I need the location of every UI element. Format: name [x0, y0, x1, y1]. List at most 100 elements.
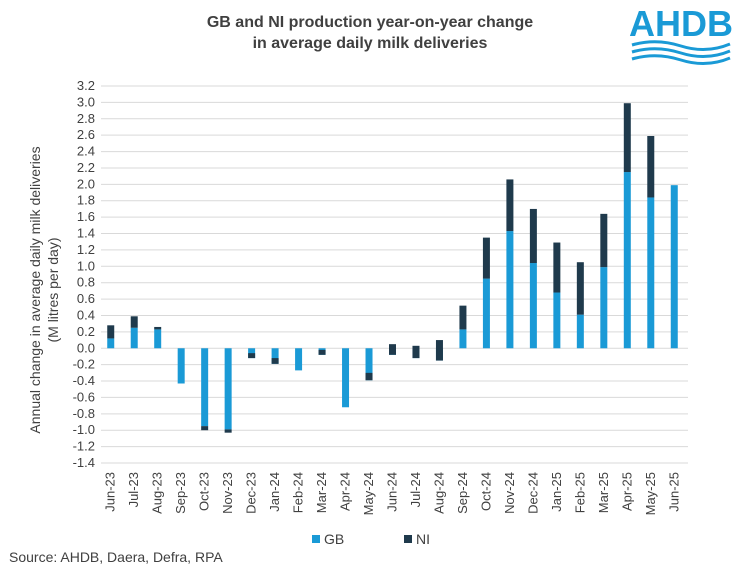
legend-label-gb: GB: [324, 531, 344, 547]
y-tick-label: 0.4: [77, 307, 95, 322]
y-tick-label: 1.0: [77, 258, 95, 273]
x-tick-label: Dec-23: [244, 472, 259, 514]
x-tick-label: Jan-25: [549, 472, 564, 512]
bar-gb: [553, 292, 561, 349]
x-tick-label: May-25: [643, 472, 658, 515]
bar-ni: [318, 349, 326, 355]
bar-ni: [482, 237, 490, 279]
y-tick-label: 3.0: [77, 94, 95, 109]
bar-ni: [506, 179, 514, 232]
y-tick-label: 0.0: [77, 340, 95, 355]
bar-ni: [389, 344, 396, 355]
x-tick-label: Sep-23: [173, 472, 188, 514]
bar-gb: [670, 185, 678, 349]
x-tick-label: Mar-24: [314, 472, 329, 513]
bar-gb: [154, 329, 162, 349]
bar-ni: [529, 208, 537, 264]
bar-gb: [623, 172, 631, 349]
bar-ni: [248, 353, 256, 359]
bar-ni: [435, 340, 443, 361]
bar-gb: [506, 231, 514, 349]
bar-gb: [365, 348, 373, 381]
bar-ni: [623, 103, 631, 173]
y-tick-label: -1.2: [73, 439, 95, 454]
bar-gb: [177, 348, 185, 384]
chart-title-line-2: in average daily milk deliveries: [252, 35, 488, 52]
bar-ni: [271, 358, 279, 364]
y-axis-ticks: 3.23.02.82.62.42.22.01.81.61.41.21.00.80…: [73, 78, 95, 470]
bar-ni: [224, 429, 232, 433]
x-tick-label: Jul-24: [408, 472, 423, 507]
bar-gb: [201, 348, 209, 427]
bar-gb: [271, 348, 279, 364]
x-tick-label: Jul-23: [126, 472, 141, 507]
bar-ni: [154, 326, 162, 330]
logo-wave-2: [631, 47, 731, 58]
x-tick-label: Nov-24: [502, 472, 517, 514]
bar-ni: [365, 372, 373, 381]
y-tick-label: 1.2: [77, 242, 95, 257]
y-tick-label: -0.8: [73, 406, 95, 421]
y-tick-label: 2.2: [77, 160, 95, 175]
bar-ni: [553, 242, 561, 293]
ahdb-logo: AHDB: [629, 3, 733, 65]
legend-label-ni: NI: [416, 531, 430, 547]
y-tick-label: -1.4: [73, 455, 95, 470]
bars: [107, 103, 678, 433]
y-tick-label: 2.4: [77, 144, 95, 159]
bar-gb: [600, 267, 608, 349]
x-tick-label: Jun-25: [666, 472, 681, 512]
bar-gb: [647, 197, 655, 349]
legend-swatch-gb: [312, 535, 320, 543]
x-tick-label: Apr-24: [338, 472, 353, 511]
bar-ni: [459, 305, 467, 330]
y-tick-label: -0.2: [73, 357, 95, 372]
y-tick-label: 1.4: [77, 226, 95, 241]
x-tick-label: Jun-23: [103, 472, 118, 512]
x-tick-label: Jun-24: [385, 472, 400, 512]
x-tick-label: Oct-24: [478, 472, 493, 511]
bar-ni: [130, 316, 138, 328]
bar-ni: [576, 262, 584, 315]
logo-wave-1: [631, 40, 731, 51]
y-tick-label: -0.4: [73, 373, 95, 388]
logo-wave-3: [631, 54, 731, 65]
bar-ni: [647, 135, 655, 198]
x-tick-label: Aug-24: [431, 472, 446, 514]
chart-title-line-1: GB and NI production year-on-year change: [206, 14, 534, 31]
chart-title: GB and NI production year-on-year change…: [130, 12, 610, 54]
bar-ni: [107, 325, 115, 339]
bar-ni: [201, 426, 209, 431]
logo-text: AHDB: [629, 3, 733, 44]
y-tick-label: -1.0: [73, 422, 95, 437]
bar-gb: [130, 327, 138, 349]
x-tick-label: Mar-25: [596, 472, 611, 513]
bar-gb: [295, 348, 303, 371]
y-axis-title-line-1: Annual change in average daily milk deli…: [27, 146, 43, 433]
y-tick-label: 2.6: [77, 127, 95, 142]
y-axis-title: Annual change in average daily milk deli…: [27, 146, 61, 433]
bar-gb: [576, 314, 584, 349]
y-tick-label: 3.2: [77, 78, 95, 93]
y-tick-label: 0.2: [77, 324, 95, 339]
bar-gb: [107, 338, 115, 349]
y-tick-label: 1.6: [77, 209, 95, 224]
x-axis-ticks: Jun-23 Jul-23 Aug-23 Sep-23 Oct-23 Nov-23 Dec-…: [103, 472, 682, 515]
y-axis-title-line-2: (M litres per day): [45, 237, 61, 342]
source-note: Source: AHDB, Daera, Defra, RPA: [9, 549, 223, 565]
y-tick-label: 2.8: [77, 111, 95, 126]
x-tick-label: Aug-23: [150, 472, 165, 514]
y-tick-label: 0.6: [77, 291, 95, 306]
bar-gb: [482, 278, 490, 349]
x-tick-label: Oct-23: [197, 472, 212, 511]
bar-gb: [459, 329, 467, 349]
y-tick-label: -0.6: [73, 389, 95, 404]
x-tick-label: Feb-24: [291, 472, 306, 513]
legend: GB NI: [312, 531, 430, 547]
x-tick-label: May-24: [361, 472, 376, 515]
x-tick-label: Feb-25: [572, 472, 587, 513]
bar-ni: [600, 213, 608, 268]
legend-swatch-ni: [404, 535, 412, 543]
bar-gb: [529, 263, 537, 349]
